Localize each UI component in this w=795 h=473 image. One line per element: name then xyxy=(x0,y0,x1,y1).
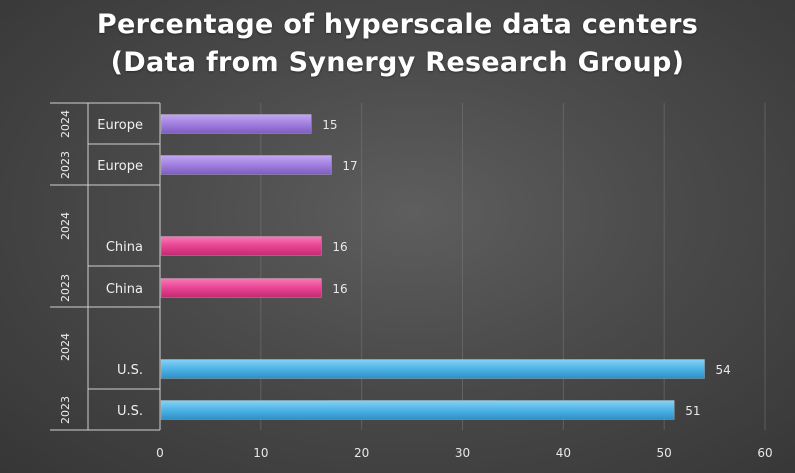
chart-title: Percentage of hyperscale data centers (D… xyxy=(0,6,795,82)
category-label: U.S. xyxy=(117,363,143,378)
bar xyxy=(160,359,705,379)
gridlines xyxy=(260,103,766,430)
x-tick-label: 20 xyxy=(354,446,369,460)
value-label: 16 xyxy=(332,240,347,254)
value-label: 17 xyxy=(342,159,357,173)
year-label: 2023 xyxy=(59,396,72,424)
category-label: China xyxy=(106,282,143,297)
year-label: 2024 xyxy=(59,333,72,361)
category-label: Europe xyxy=(97,159,143,174)
bar xyxy=(160,114,312,134)
bar xyxy=(160,155,332,175)
x-tick-label: 0 xyxy=(156,446,164,460)
category-axis-frame xyxy=(50,102,161,431)
x-tick-label: 40 xyxy=(556,446,571,460)
chart-title-line: Percentage of hyperscale data centers xyxy=(96,9,699,40)
x-tick-label: 10 xyxy=(253,446,268,460)
year-label: 2024 xyxy=(59,212,72,240)
value-label: 16 xyxy=(332,282,347,296)
year-label: 2024 xyxy=(59,110,72,138)
x-tick-label: 30 xyxy=(455,446,470,460)
category-label: China xyxy=(106,240,143,255)
year-label: 2023 xyxy=(59,151,72,179)
category-label: U.S. xyxy=(117,404,143,419)
x-tick-label: 60 xyxy=(757,446,772,460)
value-label: 54 xyxy=(716,363,731,377)
labels-group: 0 10 20 30 40 50 60 2024 2023 2024 2023 2024 2023 Eur… xyxy=(59,110,773,460)
value-label: 15 xyxy=(322,118,337,132)
bar xyxy=(160,236,322,256)
bar xyxy=(160,400,675,420)
x-tick-label: 50 xyxy=(657,446,672,460)
chart-subtitle-line: (Data from Synergy Research Group) xyxy=(110,47,685,78)
bars-group xyxy=(160,114,705,420)
category-label: Europe xyxy=(97,118,143,133)
value-label: 51 xyxy=(685,404,700,418)
year-label: 2023 xyxy=(59,274,72,302)
bar xyxy=(160,278,322,298)
